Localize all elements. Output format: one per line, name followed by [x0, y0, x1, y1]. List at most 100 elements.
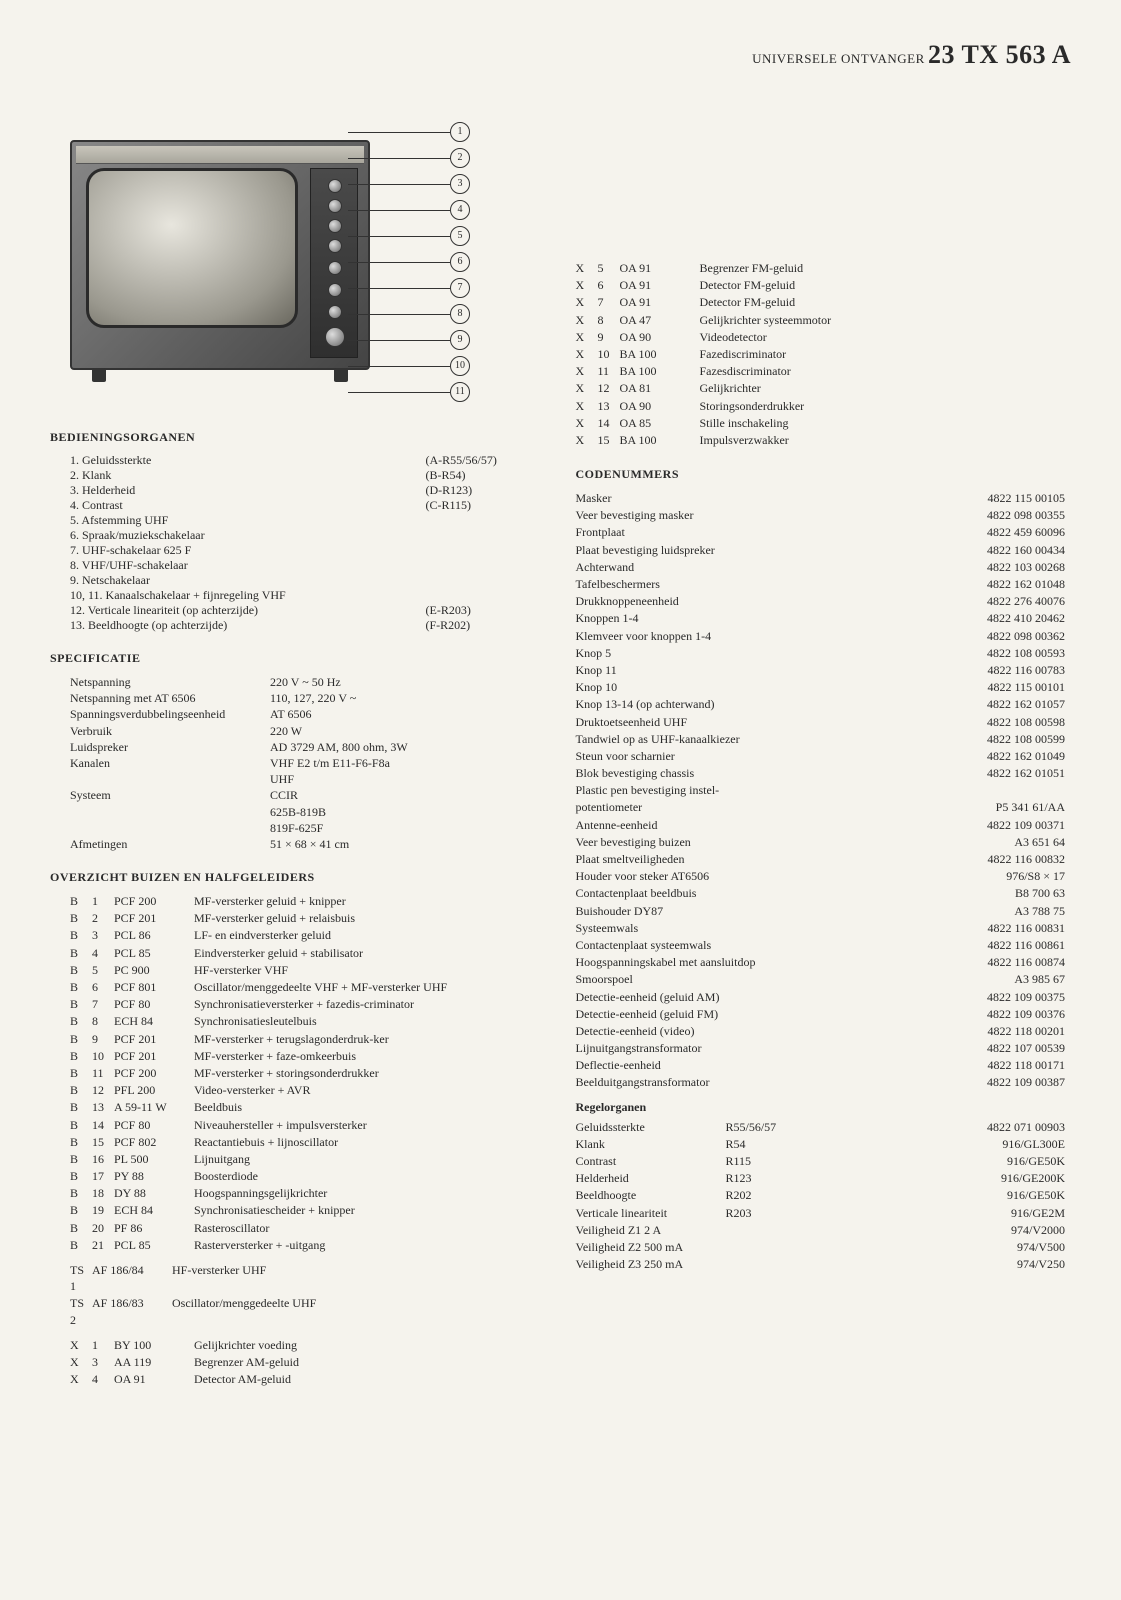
cell: B — [70, 996, 92, 1013]
spec-label — [70, 820, 270, 836]
callout-number: 3 — [450, 174, 470, 194]
cell: X — [70, 1371, 92, 1388]
cell: B8 700 63 — [961, 885, 1071, 902]
cell: AF 186/83 — [92, 1295, 172, 1328]
table-row: X5OA 91Begrenzer FM-geluid — [576, 260, 1072, 277]
table-row: Drukknoppeneenheid4822 276 40076 — [576, 593, 1072, 610]
spec-label: Netspanning — [70, 674, 270, 690]
spec-value: UHF — [270, 771, 294, 787]
cell: Gelijkrichter voeding — [194, 1337, 546, 1354]
cell — [726, 1256, 816, 1273]
cell: Rasteroscillator — [194, 1220, 546, 1237]
cell: Knop 11 — [576, 662, 962, 679]
tubes-x-cont-table: X5OA 91Begrenzer FM-geluidX6OA 91Detecto… — [576, 260, 1072, 449]
cell: Verticale lineariteit — [576, 1205, 726, 1222]
spec-label — [70, 771, 270, 787]
cell: 4822 108 00599 — [961, 731, 1071, 748]
table-row: SmoorspoelA3 985 67 — [576, 971, 1072, 988]
cell: 4822 108 00598 — [961, 714, 1071, 731]
cell: 4822 098 00355 — [961, 507, 1071, 524]
cell: X — [576, 260, 598, 277]
cell: 2 — [92, 910, 114, 927]
table-row: Plaat smeltveiligheden4822 116 00832 — [576, 851, 1072, 868]
cell: Synchronisatieversterker + fazedis-crimi… — [194, 996, 546, 1013]
spec-value: 625B-819B — [270, 804, 326, 820]
cell: OA 90 — [620, 398, 700, 415]
section-heading: SPECIFICATIE — [50, 651, 546, 666]
cell: Masker — [576, 490, 962, 507]
cell: PCF 201 — [114, 1048, 194, 1065]
table-row: X10BA 100Fazediscriminator — [576, 346, 1072, 363]
spec-label: Verbruik — [70, 723, 270, 739]
spec-row: 819F-625F — [70, 820, 546, 836]
cell: HF-versterker VHF — [194, 962, 546, 979]
cell: MF-versterker geluid + relaisbuis — [194, 910, 546, 927]
table-row: B11PCF 200MF-versterker + storingsonderd… — [70, 1065, 546, 1082]
cell: 4822 116 00861 — [961, 937, 1071, 954]
cell: 8 — [92, 1013, 114, 1030]
spec-row: Netspanning220 V ~ 50 Hz — [70, 674, 546, 690]
table-row: Lijnuitgangstransformator4822 107 00539 — [576, 1040, 1072, 1057]
table-row: TS 2AF 186/83Oscillator/menggedeelte UHF — [70, 1295, 546, 1328]
cell: 4822 109 00371 — [961, 817, 1071, 834]
cell: 4822 162 01057 — [961, 696, 1071, 713]
cell: B — [70, 1220, 92, 1237]
spec-value: CCIR — [270, 787, 298, 803]
spec-value: 110, 127, 220 V ~ — [270, 690, 356, 706]
cell: Boosterdiode — [194, 1168, 546, 1185]
cell: Detector AM-geluid — [194, 1371, 546, 1388]
cell: A 59-11 W — [114, 1099, 194, 1116]
tv-body — [70, 140, 370, 370]
cell — [961, 782, 1071, 799]
cell: Frontplaat — [576, 524, 962, 541]
cell: BA 100 — [620, 432, 700, 449]
item-ref — [426, 573, 546, 588]
cell: PC 900 — [114, 962, 194, 979]
cell: R203 — [726, 1205, 816, 1222]
callout-number: 4 — [450, 200, 470, 220]
cell: A3 985 67 — [961, 971, 1071, 988]
list-item: 2. Klank(B-R54) — [70, 468, 546, 483]
table-row: ContrastR115916/GE50K — [576, 1153, 1072, 1170]
spec-value: AT 6506 — [270, 706, 311, 722]
item-text: 6. Spraak/muziekschakelaar — [70, 528, 426, 543]
table-row: Hoogspanningskabel met aansluitdop4822 1… — [576, 954, 1072, 971]
table-row: B3PCL 86LF- en eindversterker geluid — [70, 927, 546, 944]
callout-number: 10 — [450, 356, 470, 376]
cell: OA 85 — [620, 415, 700, 432]
item-text: 3. Helderheid — [70, 483, 426, 498]
cell: 10 — [92, 1048, 114, 1065]
item-text: 13. Beeldhoogte (op achterzijde) — [70, 618, 426, 633]
cell: 4822 108 00593 — [961, 645, 1071, 662]
cell: 5 — [598, 260, 620, 277]
cell: B — [70, 1168, 92, 1185]
cell: B — [70, 1237, 92, 1254]
cell: 3 — [92, 927, 114, 944]
table-row: Detectie-eenheid (video)4822 118 00201 — [576, 1023, 1072, 1040]
cell: AF 186/84 — [92, 1262, 172, 1295]
spec-label: Luidspreker — [70, 739, 270, 755]
cell: PCL 86 — [114, 927, 194, 944]
cell: Veer bevestiging buizen — [576, 834, 962, 851]
cell: Fazesdiscriminator — [700, 363, 1072, 380]
table-row: Knop 104822 115 00101 — [576, 679, 1072, 696]
tv-knob — [328, 305, 342, 319]
cell: AA 119 — [114, 1354, 194, 1371]
table-row: Veer bevestiging masker4822 098 00355 — [576, 507, 1072, 524]
list-item: 5. Afstemming UHF — [70, 513, 546, 528]
spec-label: Kanalen — [70, 755, 270, 771]
cell: Steun voor scharnier — [576, 748, 962, 765]
left-column: 1234567891011 BEDIENINGSORGANEN 1. Gelui… — [50, 90, 546, 1388]
cell: PCF 200 — [114, 1065, 194, 1082]
cell: B — [70, 945, 92, 962]
cell: Contactenplaat beeldbuis — [576, 885, 962, 902]
cell: 916/GE2M — [816, 1205, 1072, 1222]
tv-control-panel — [310, 168, 358, 358]
item-ref: (F-R202) — [426, 618, 546, 633]
table-row: X15BA 100Impulsverzwakker — [576, 432, 1072, 449]
item-ref: (C-R115) — [426, 498, 546, 513]
cell: Beelduitgangstransformator — [576, 1074, 962, 1091]
spec-label: Netspanning met AT 6506 — [70, 690, 270, 706]
spec-list: Netspanning220 V ~ 50 HzNetspanning met … — [70, 674, 546, 852]
cell: Lijnuitgangstransformator — [576, 1040, 962, 1057]
